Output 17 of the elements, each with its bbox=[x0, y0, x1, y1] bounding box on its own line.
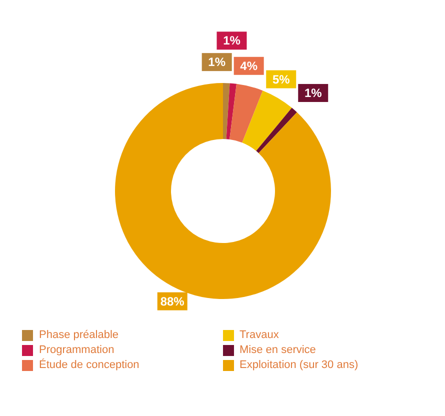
legend-label: Étude de conception bbox=[39, 359, 140, 371]
data-label: 5% bbox=[272, 72, 290, 86]
legend-label: Phase préalable bbox=[39, 329, 119, 341]
legend-label: Exploitation (sur 30 ans) bbox=[240, 359, 358, 371]
donut-slice bbox=[223, 83, 230, 140]
donut-slice bbox=[256, 108, 297, 154]
data-label: 1% bbox=[304, 86, 322, 100]
data-label: 88% bbox=[160, 294, 185, 308]
legend-label: Travaux bbox=[240, 329, 279, 341]
donut-slice bbox=[230, 84, 263, 143]
legend-label: Programmation bbox=[39, 344, 114, 356]
data-label: 4% bbox=[240, 58, 258, 73]
donut-slice bbox=[242, 90, 292, 151]
legend-label: Mise en service bbox=[240, 344, 316, 356]
data-label: 1% bbox=[208, 55, 226, 70]
data-label: 1% bbox=[223, 34, 241, 48]
donut-slice bbox=[226, 83, 237, 140]
